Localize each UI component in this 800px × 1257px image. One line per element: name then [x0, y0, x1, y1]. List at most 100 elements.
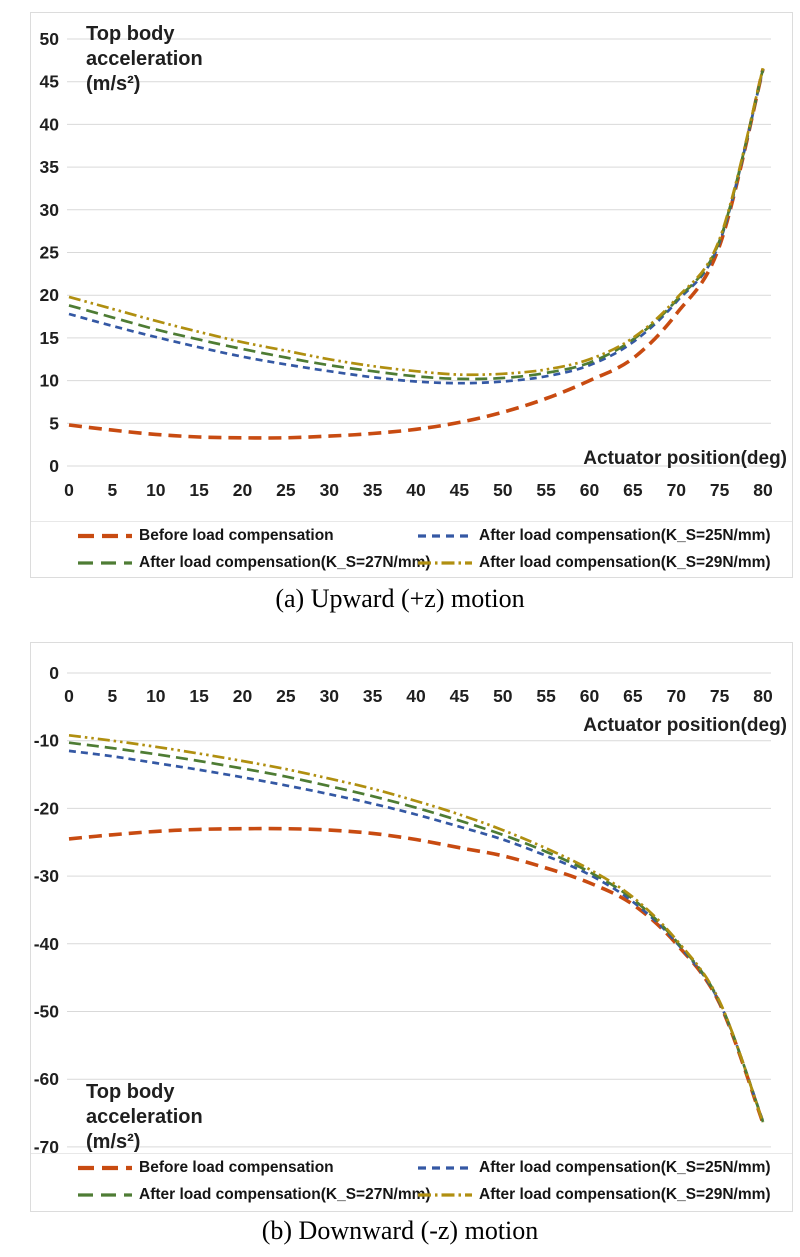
x-tick-label: 25	[276, 480, 296, 500]
y-tick-label: 0	[49, 456, 59, 476]
x-tick-label: 35	[363, 686, 383, 706]
x-tick-label: 30	[320, 686, 340, 706]
y-tick-label: 15	[40, 328, 60, 348]
y-tick-label: 10	[40, 371, 60, 391]
y-tick-label: -10	[34, 731, 60, 751]
x-tick-label: 10	[146, 686, 166, 706]
x-tick-label: 55	[536, 480, 556, 500]
caption-downward: (b) Downward (-z) motion	[261, 1216, 539, 1245]
series-k27-line	[68, 741, 765, 1123]
x-tick-label: 65	[623, 480, 643, 500]
series-k27-line	[68, 68, 765, 381]
legend-item-before: Before load compensation	[76, 527, 416, 545]
x-tick-label: 25	[276, 686, 296, 706]
x-tick-label: 0	[64, 480, 74, 500]
x-axis-label: Actuator position(deg)	[583, 715, 787, 736]
legend-item-k25: After load compensation(K_S=25N/mm)	[416, 1159, 771, 1177]
x-tick-label: 60	[580, 480, 600, 500]
legend-item-k29: After load compensation(K_S=29N/mm)	[416, 1186, 771, 1204]
y-tick-label: -30	[34, 866, 60, 886]
series-before-line	[68, 68, 765, 440]
legend-swatch-k25	[418, 1165, 472, 1170]
x-tick-label: 70	[667, 480, 687, 500]
y-tick-label: -20	[34, 798, 60, 818]
x-tick-label: 30	[320, 480, 340, 500]
legend-swatch-k27	[78, 1192, 132, 1197]
y-tick-label: 40	[40, 114, 60, 134]
legend-row: Before load compensation After load compe…	[31, 1154, 792, 1181]
x-tick-label: 40	[406, 480, 426, 500]
series-k25-line	[68, 749, 765, 1122]
chart-title-line: Top body	[86, 1081, 175, 1103]
legend-swatch-k29	[418, 560, 472, 565]
y-tick-label: 50	[40, 29, 60, 49]
chart-title-line: (m/s²)	[86, 73, 140, 95]
legend-swatch-before	[78, 1165, 132, 1170]
x-tick-label: 70	[667, 686, 687, 706]
legend-swatch-k29	[418, 1192, 472, 1197]
x-axis-label: Actuator position(deg)	[583, 448, 787, 469]
legend-label: Before load compensation	[139, 526, 334, 544]
x-tick-label: 75	[710, 686, 730, 706]
legend-swatch-before	[78, 533, 132, 538]
x-tick-label: 45	[450, 480, 470, 500]
x-tick-label: 60	[580, 686, 600, 706]
y-tick-label: 5	[49, 413, 59, 433]
chart-upward-plot: 0 5 10 15 20 25 30 35 40 45 50 0 5 10 15 20 25 30 35 40 45 50…	[40, 23, 787, 500]
legend-row: Before load compensation After load compe…	[31, 522, 792, 549]
x-tick-label: 55	[536, 686, 556, 706]
legend-label: After load compensation(K_S=29N/mm)	[479, 1185, 771, 1203]
x-tick-label: 35	[363, 480, 383, 500]
legend-item-k27: After load compensation(K_S=27N/mm)	[76, 1186, 431, 1204]
legend-swatch-k27	[78, 560, 132, 565]
x-tick-label: 50	[493, 480, 513, 500]
y-tick-label: -70	[34, 1137, 60, 1153]
y-tick-label: 20	[40, 285, 60, 305]
x-tick-label: 15	[189, 480, 209, 500]
x-tick-label: 20	[233, 686, 253, 706]
legend-item-k29: After load compensation(K_S=29N/mm)	[416, 554, 771, 572]
y-tick-label: 30	[40, 200, 60, 220]
x-tick-label: 20	[233, 480, 253, 500]
y-tick-label: 35	[40, 157, 60, 177]
legend-label: Before load compensation	[139, 1158, 334, 1176]
legend-item-before: Before load compensation	[76, 1159, 416, 1177]
legend-label: After load compensation(K_S=27N/mm)	[139, 1185, 431, 1203]
x-tick-label: 5	[108, 686, 118, 706]
legend-item-k27: After load compensation(K_S=27N/mm)	[76, 554, 431, 572]
y-tick-label: 0	[49, 663, 59, 683]
caption-upward: (a) Upward (+z) motion	[275, 584, 525, 613]
chart-downward: 0 -10 -20 -30 -40 -50 -60 -70 0 5 10 15 20 25 30 35 40 45…	[30, 642, 793, 1212]
series-k29-line	[68, 733, 765, 1123]
x-tick-label: 80	[753, 686, 773, 706]
legend-row: After load compensation(K_S=27N/mm) After…	[31, 1181, 792, 1208]
chart-title-line: acceleration	[86, 48, 203, 70]
x-tick-label: 40	[406, 686, 426, 706]
x-tick-label: 80	[753, 480, 773, 500]
x-tick-label: 75	[710, 480, 730, 500]
y-tick-label: 45	[40, 72, 60, 92]
legend-label: After load compensation(K_S=25N/mm)	[479, 526, 771, 544]
legend-row: After load compensation(K_S=27N/mm) After…	[31, 549, 792, 576]
series-k29-line	[68, 67, 765, 377]
y-tick-label: -60	[34, 1069, 60, 1089]
chart-downward-plot: 0 -10 -20 -30 -40 -50 -60 -70 0 5 10 15 20 25 30 35 40 45…	[34, 663, 787, 1153]
legend-swatch-k25	[418, 533, 472, 538]
chart-title-line: acceleration	[86, 1106, 203, 1128]
chart-title-line: (m/s²)	[86, 1131, 140, 1153]
x-tick-label: 5	[108, 480, 118, 500]
x-tick-label: 65	[623, 686, 643, 706]
legend: Before load compensation After load compe…	[31, 521, 792, 577]
chart-upward: 0 5 10 15 20 25 30 35 40 45 50 0 5 10 15 20 25 30 35 40 45 50…	[30, 12, 793, 578]
legend-label: After load compensation(K_S=25N/mm)	[479, 1158, 771, 1176]
y-tick-label: -50	[34, 1002, 60, 1022]
x-tick-label: 0	[64, 686, 74, 706]
y-tick-label: 25	[40, 243, 60, 263]
legend-label: After load compensation(K_S=29N/mm)	[479, 553, 771, 571]
legend: Before load compensation After load compe…	[31, 1153, 792, 1211]
chart-title-line: Top body	[86, 23, 175, 45]
x-tick-label: 15	[189, 686, 209, 706]
legend-item-k25: After load compensation(K_S=25N/mm)	[416, 527, 771, 545]
x-tick-label: 10	[146, 480, 166, 500]
